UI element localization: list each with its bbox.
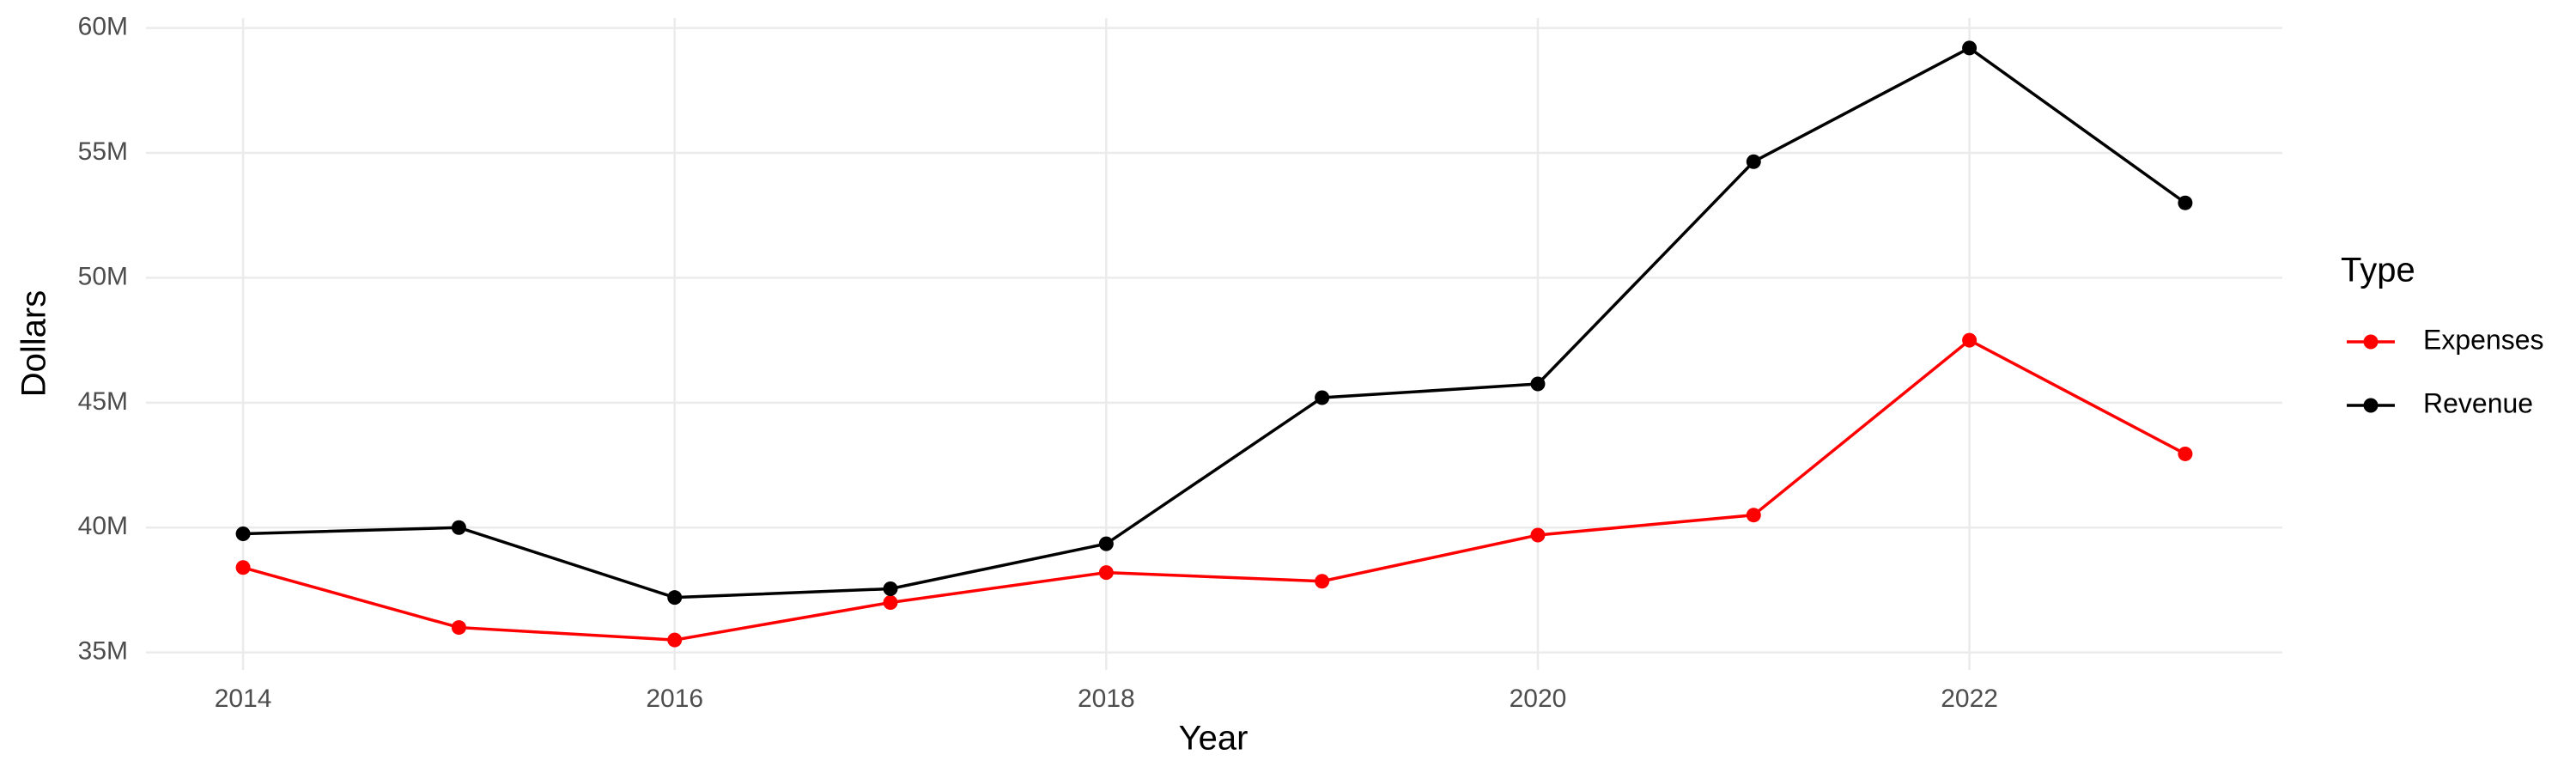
y-tick-label: 55M bbox=[78, 137, 128, 166]
data-point bbox=[667, 590, 683, 606]
data-point bbox=[1098, 536, 1114, 551]
y-tick-label: 45M bbox=[78, 387, 128, 416]
legend-label: Expenses bbox=[2423, 324, 2544, 355]
x-tick-label: 2014 bbox=[215, 685, 272, 713]
x-tick-label: 2018 bbox=[1078, 685, 1135, 713]
data-point bbox=[1098, 565, 1114, 581]
data-point bbox=[1315, 390, 1330, 405]
series-line bbox=[243, 46, 2186, 600]
data-point bbox=[2178, 446, 2193, 461]
data-point bbox=[1315, 574, 1330, 589]
data-point bbox=[451, 620, 466, 636]
data-point bbox=[1746, 154, 1761, 169]
x-tick-label: 2020 bbox=[1510, 685, 1567, 713]
data-point bbox=[1962, 40, 1978, 56]
legend-label: Revenue bbox=[2423, 387, 2533, 418]
x-tick-label: 2022 bbox=[1941, 685, 1998, 713]
data-point bbox=[667, 632, 683, 648]
data-point bbox=[1530, 376, 1546, 392]
data-point bbox=[2178, 195, 2193, 210]
legend-key-point bbox=[2363, 398, 2379, 413]
data-point bbox=[235, 526, 251, 542]
data-point bbox=[1746, 508, 1761, 523]
data-point bbox=[235, 560, 251, 575]
y-axis-title: Dollars bbox=[15, 290, 53, 397]
data-point bbox=[451, 520, 466, 535]
y-tick-label: 50M bbox=[78, 262, 128, 290]
y-tick-label: 60M bbox=[78, 13, 128, 41]
legend-key-point bbox=[2363, 334, 2379, 350]
data-point bbox=[1962, 332, 1978, 348]
series-line bbox=[242, 338, 2186, 642]
data-point bbox=[1530, 527, 1546, 543]
y-tick-label: 40M bbox=[78, 512, 128, 540]
x-tick-label: 2016 bbox=[646, 685, 703, 713]
x-axis-title: Year bbox=[1179, 720, 1249, 758]
y-tick-label: 35M bbox=[78, 637, 128, 666]
legend-title: Type bbox=[2341, 252, 2415, 289]
data-point bbox=[883, 594, 898, 610]
data-point bbox=[883, 581, 898, 596]
